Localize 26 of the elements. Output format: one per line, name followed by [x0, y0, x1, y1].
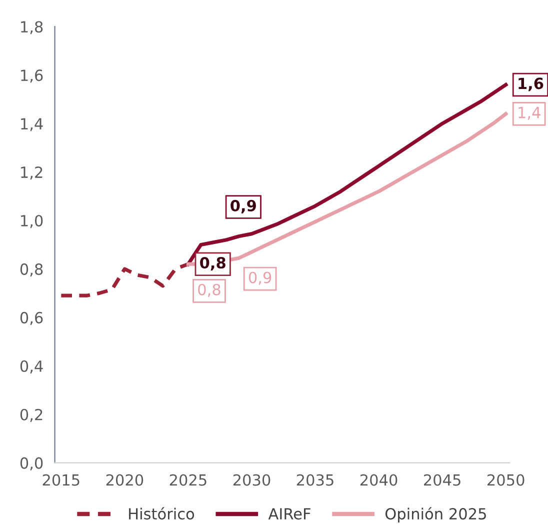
annotation: 0,9 — [248, 272, 272, 285]
annotation: 0,8 — [198, 284, 220, 297]
y-tick-label: 0,8 — [20, 263, 43, 277]
x-tick-label: 2020 — [106, 474, 144, 486]
y-tick-label: 1,4 — [21, 118, 43, 132]
legend-label: Histórico — [129, 507, 194, 520]
x-tick-label: 2030 — [233, 474, 270, 486]
x-tick-label: 2015 — [42, 474, 80, 486]
y-tick-label: 0,4 — [20, 360, 43, 374]
y-tick-label: 1,6 — [21, 70, 43, 83]
legend-label: Opinión 2025 — [385, 507, 486, 523]
x-tick-label: 2050 — [488, 474, 524, 486]
x-tick-label: 2045 — [424, 474, 460, 486]
annotation: 0,9 — [230, 200, 256, 214]
y-tick-label: 0,6 — [20, 312, 43, 326]
x-tick-label: 2035 — [296, 474, 334, 486]
y-tick-label: 1,2 — [21, 166, 42, 180]
legend-label: AIReF — [268, 508, 310, 520]
y-tick-label: 1,8 — [21, 21, 43, 34]
annotation: 1,4 — [518, 106, 540, 120]
x-tick-label: 2040 — [360, 474, 398, 486]
x-tick-label: 2025 — [170, 474, 206, 486]
y-tick-label: 0,2 — [20, 408, 42, 422]
y-tick-label: 0,0 — [20, 457, 43, 470]
annotation: 1,6 — [518, 78, 544, 92]
y-tick-label: 1,0 — [21, 214, 43, 228]
